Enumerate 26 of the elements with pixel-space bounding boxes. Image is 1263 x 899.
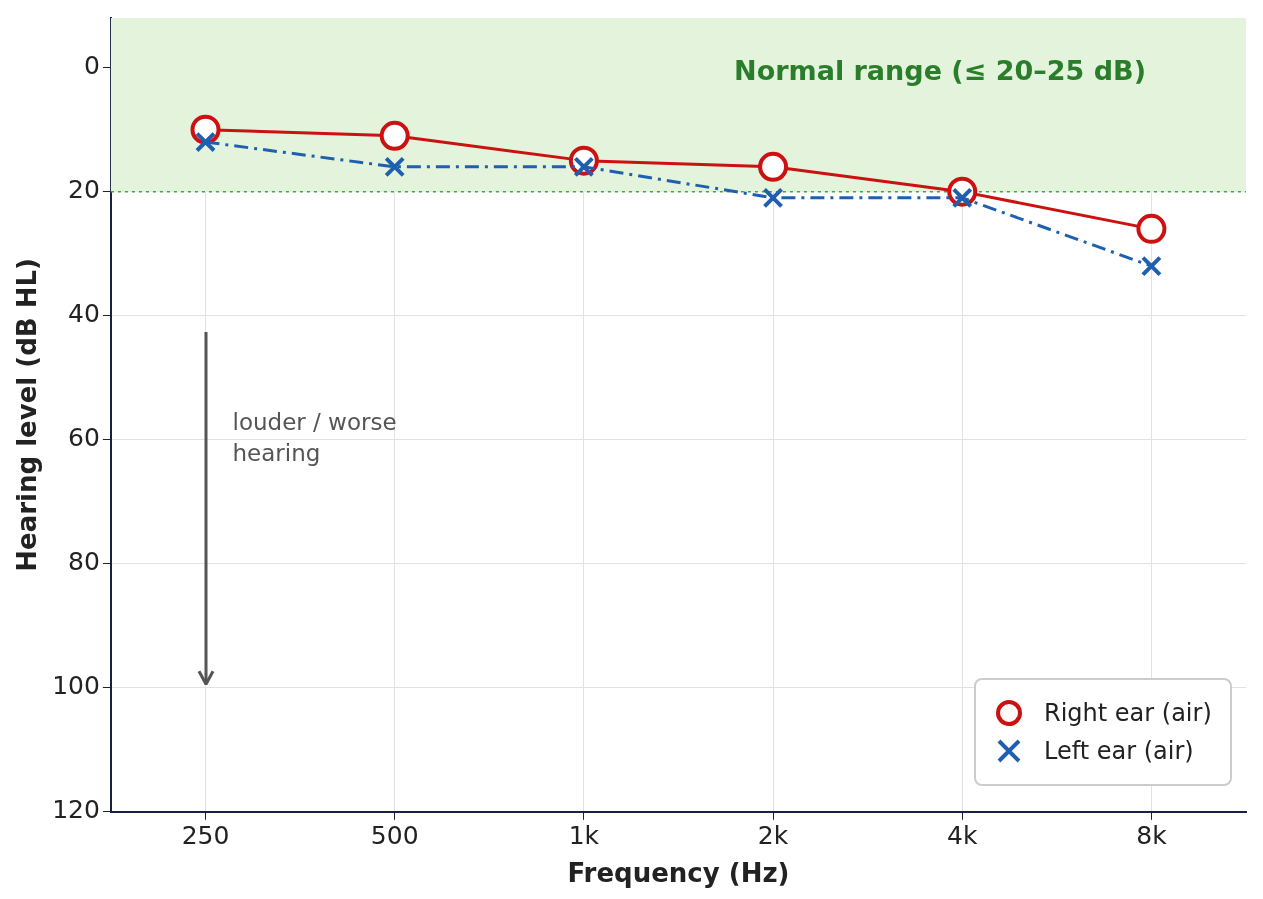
point bbox=[384, 156, 406, 178]
point bbox=[195, 131, 216, 153]
x-tick-label: 2k bbox=[757, 821, 789, 851]
y-tick-label: 0 bbox=[84, 51, 100, 81]
y-tick-label: 40 bbox=[68, 299, 100, 329]
legend-label: Left ear (air) bbox=[1044, 736, 1194, 765]
x-axis-title: Frequency (Hz) bbox=[567, 858, 790, 889]
x-tick-label: 1k bbox=[568, 821, 600, 851]
x-tick-label: 500 bbox=[370, 821, 419, 851]
y-tick-label: 100 bbox=[52, 671, 100, 701]
x-tick-label: 8k bbox=[1136, 821, 1168, 851]
y-tick-label: 60 bbox=[68, 423, 100, 453]
point bbox=[1140, 255, 1162, 277]
y-tick-label: 80 bbox=[68, 547, 100, 577]
point bbox=[379, 120, 410, 151]
x-tick-label: 4k bbox=[947, 821, 978, 851]
y-tick-label: 20 bbox=[68, 175, 100, 205]
legend-label: Right ear (air) bbox=[1044, 698, 1212, 727]
y-axis-title: Hearing level (dB HL) bbox=[12, 258, 43, 572]
y-tick-label: 120 bbox=[52, 795, 100, 825]
annotation: louder / worse hearing bbox=[232, 407, 398, 468]
point bbox=[762, 187, 784, 209]
point bbox=[758, 151, 789, 182]
point bbox=[1136, 213, 1167, 244]
band-label: Normal range (≤ 20–25 dB) bbox=[734, 55, 1146, 87]
x-tick-label: 250 bbox=[181, 821, 230, 851]
